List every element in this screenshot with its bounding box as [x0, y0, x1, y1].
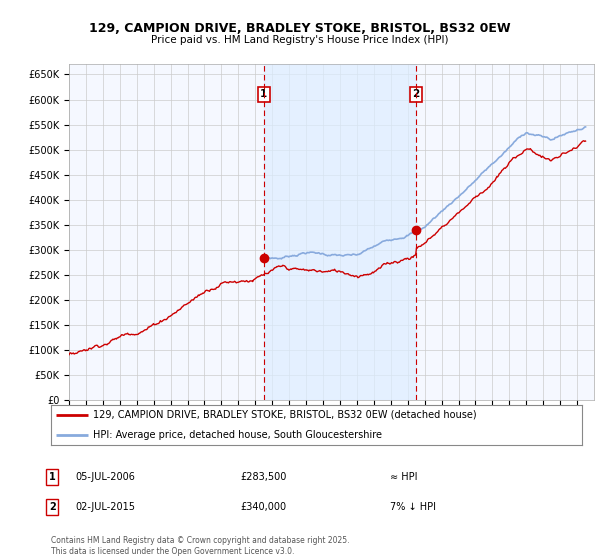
Text: £283,500: £283,500: [240, 472, 286, 482]
Text: Price paid vs. HM Land Registry's House Price Index (HPI): Price paid vs. HM Land Registry's House …: [151, 35, 449, 45]
Text: HPI: Average price, detached house, South Gloucestershire: HPI: Average price, detached house, Sout…: [94, 430, 382, 440]
Text: 1: 1: [49, 472, 56, 482]
Text: 1: 1: [260, 90, 268, 100]
Text: 7% ↓ HPI: 7% ↓ HPI: [390, 502, 436, 512]
Bar: [264, 64, 416, 400]
Text: 02-JUL-2015: 02-JUL-2015: [75, 502, 135, 512]
Text: 05-JUL-2006: 05-JUL-2006: [75, 472, 135, 482]
Text: 129, CAMPION DRIVE, BRADLEY STOKE, BRISTOL, BS32 0EW: 129, CAMPION DRIVE, BRADLEY STOKE, BRIST…: [89, 22, 511, 35]
Text: 2: 2: [413, 90, 420, 100]
Text: £340,000: £340,000: [240, 502, 286, 512]
Text: 129, CAMPION DRIVE, BRADLEY STOKE, BRISTOL, BS32 0EW (detached house): 129, CAMPION DRIVE, BRADLEY STOKE, BRIST…: [94, 410, 477, 420]
Text: Contains HM Land Registry data © Crown copyright and database right 2025.
This d: Contains HM Land Registry data © Crown c…: [51, 536, 349, 556]
Text: ≈ HPI: ≈ HPI: [390, 472, 418, 482]
Text: 2: 2: [49, 502, 56, 512]
